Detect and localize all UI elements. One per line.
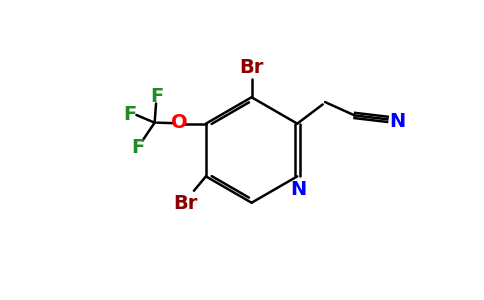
Text: F: F (123, 104, 136, 124)
Text: F: F (151, 87, 164, 106)
Text: F: F (131, 138, 144, 157)
Text: Br: Br (174, 194, 198, 213)
Text: N: N (389, 112, 405, 131)
Text: Br: Br (240, 58, 264, 77)
Text: O: O (171, 113, 188, 132)
Text: N: N (290, 180, 306, 199)
